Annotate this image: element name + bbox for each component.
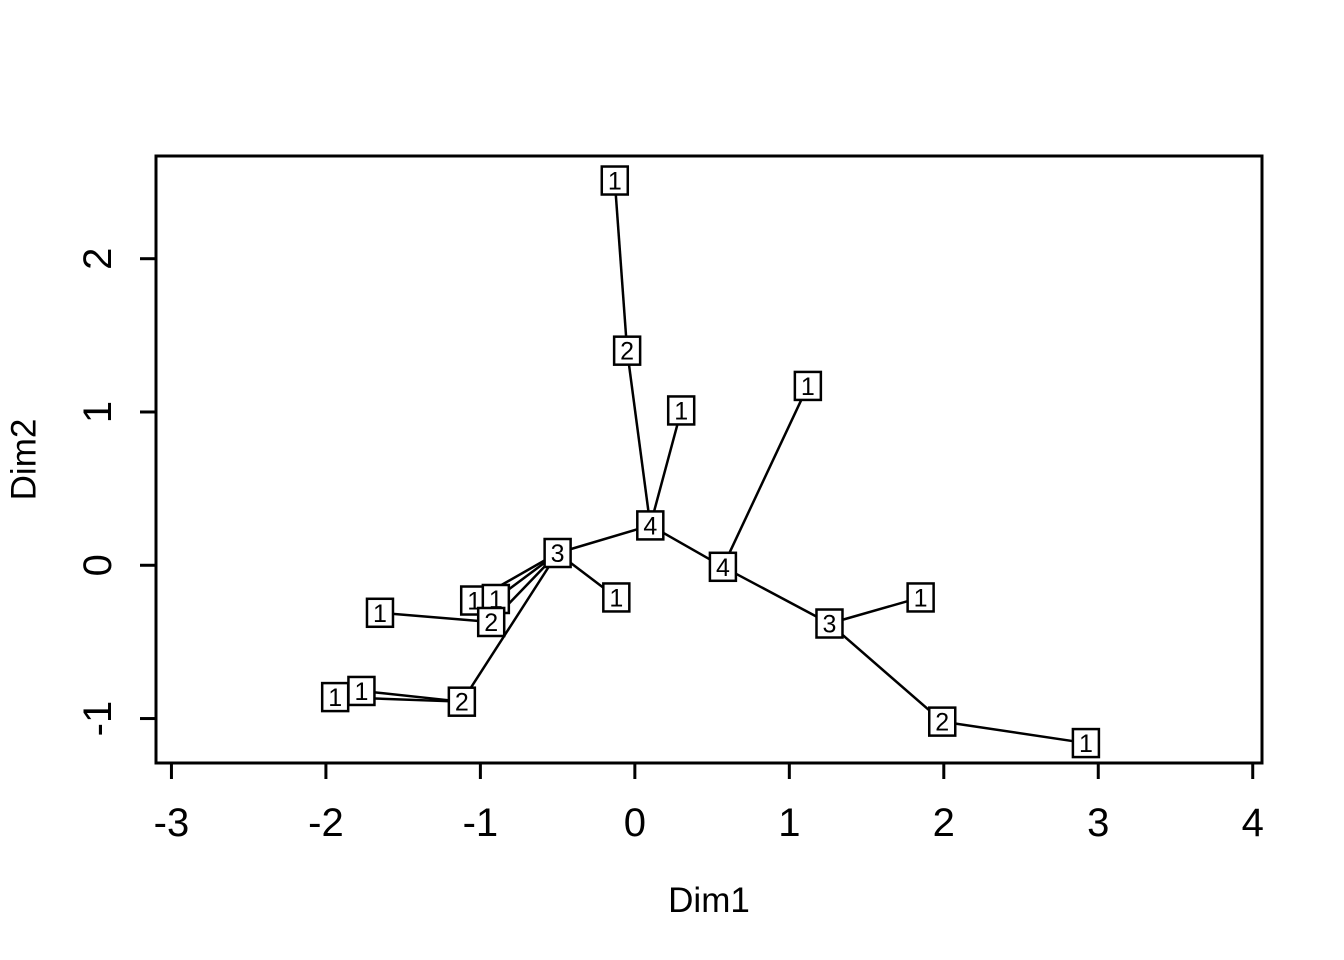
tree-edge	[361, 689, 462, 703]
tree-node: 1	[347, 675, 376, 707]
tree-node: 1	[1071, 727, 1101, 759]
node-label: 1	[674, 397, 688, 425]
tree-edge	[613, 180, 629, 351]
y-axis-title: Dim2	[5, 419, 44, 501]
tree-node: 2	[612, 335, 642, 366]
axes-layer: -3 -2 -1 0 1 2 3 4 -1 0 1 2	[76, 248, 1264, 845]
tree-edge	[828, 622, 944, 723]
node-label: 3	[823, 611, 837, 639]
x-axis-title: Dim1	[668, 881, 750, 920]
node-box	[636, 510, 665, 541]
x-axis-tick-label: -2	[308, 801, 344, 845]
x-axis-tick-label: 1	[778, 801, 800, 845]
node-label: 2	[935, 709, 949, 737]
tree-node: 2	[927, 706, 957, 737]
edges-layer	[335, 180, 1087, 745]
x-axis-tick-label: 2	[933, 801, 955, 845]
node-label: 1	[914, 584, 928, 612]
node-box	[600, 165, 630, 196]
tree-edge	[649, 410, 683, 526]
x-axis-tick-label: 4	[1242, 801, 1264, 845]
tree-node: 4	[708, 551, 738, 583]
node-label: 1	[354, 678, 368, 706]
node-label: 1	[608, 168, 622, 196]
tree-edge	[722, 565, 831, 625]
node-box	[347, 675, 376, 707]
node-box	[476, 606, 506, 638]
node-box	[447, 686, 477, 717]
x-axis-tick-label: -1	[463, 801, 499, 845]
tree-node: 1	[906, 582, 935, 613]
tree-edge	[721, 385, 809, 568]
node-label: 1	[1079, 730, 1093, 758]
tree-node: 1	[600, 165, 630, 196]
x-axis-tick-label: 0	[624, 801, 646, 845]
tree-edge	[942, 720, 1087, 745]
node-label: 2	[455, 689, 469, 717]
node-label: 1	[373, 600, 387, 628]
tree-edge	[379, 611, 492, 624]
node-box	[927, 706, 957, 737]
tree-node: 3	[815, 608, 844, 639]
tree-node: 4	[636, 510, 665, 541]
plot-border	[154, 154, 1264, 765]
x-axis-tick-label: -3	[154, 801, 190, 845]
node-box	[666, 395, 696, 426]
node-box	[815, 608, 844, 639]
tree-node: 3	[543, 537, 572, 569]
node-box	[543, 537, 572, 569]
node-box	[708, 551, 738, 583]
node-label: 4	[643, 512, 657, 540]
tree-edge	[829, 596, 921, 625]
tree-edge	[625, 350, 652, 526]
tree-node: 2	[447, 686, 477, 717]
node-box	[612, 335, 642, 366]
node-box	[602, 582, 631, 613]
y-axis-tick-label: 1	[76, 401, 120, 423]
node-label: 1	[328, 684, 342, 712]
node-label: 3	[551, 540, 565, 568]
x-axis-tick-label: 3	[1087, 801, 1109, 845]
node-box	[365, 597, 395, 629]
node-box	[906, 582, 935, 613]
tree-node: 2	[476, 606, 506, 638]
tree-node: 1	[320, 681, 350, 713]
node-label: 1	[609, 584, 623, 612]
y-axis-tick-label: 2	[76, 248, 120, 270]
node-label: 2	[620, 338, 634, 366]
y-axis-tick-label: 0	[76, 554, 120, 576]
node-label: 2	[484, 609, 498, 637]
node-box	[1071, 727, 1101, 759]
node-label: 4	[716, 554, 730, 582]
tree-node: 1	[365, 597, 395, 629]
tree-edge	[557, 524, 651, 555]
node-label: 1	[801, 373, 815, 401]
tree-edge	[460, 552, 559, 703]
tree-node: 1	[602, 582, 631, 613]
tree-node: 1	[793, 370, 823, 402]
node-box	[793, 370, 823, 402]
tree-node: 1	[666, 395, 696, 426]
y-axis-tick-label: -1	[76, 701, 120, 737]
